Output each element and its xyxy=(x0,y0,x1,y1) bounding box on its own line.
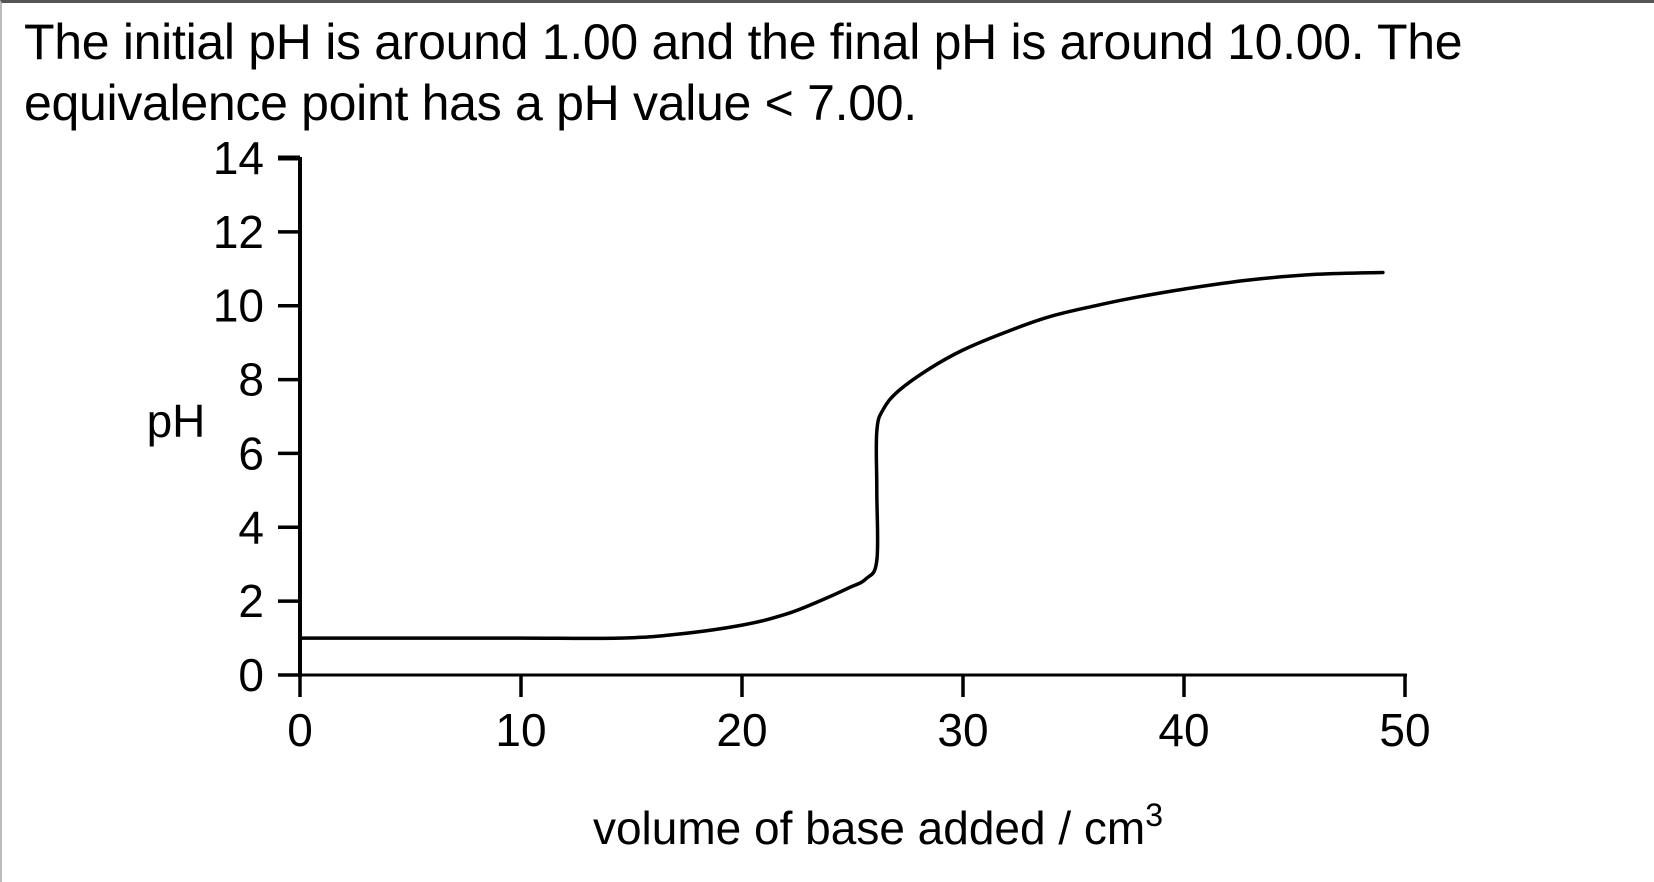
x-axis-ticks: 0 10 20 30 40 50 xyxy=(287,675,1431,756)
y-tick-label: 4 xyxy=(238,501,264,553)
y-tick-label: 10 xyxy=(213,280,264,332)
y-tick-label: 2 xyxy=(238,575,264,627)
y-tick-label: 12 xyxy=(213,206,264,258)
question-caption: The initial pH is around 1.00 and the fi… xyxy=(24,12,1644,134)
x-tick-label: 40 xyxy=(1158,704,1209,756)
y-tick-label: 6 xyxy=(238,427,264,479)
y-tick-label: 8 xyxy=(238,354,264,406)
y-axis-title: pH xyxy=(147,395,206,447)
caption-line-1: The initial pH is around 1.00 and the fi… xyxy=(24,14,1463,70)
x-tick-label: 0 xyxy=(287,704,313,756)
titration-curve xyxy=(298,270,1385,641)
x-tick-label: 50 xyxy=(1379,704,1430,756)
x-axis-title: volume of base added / cm3 xyxy=(593,797,1163,854)
y-tick-label: 0 xyxy=(238,649,264,701)
x-tick-label: 10 xyxy=(495,704,546,756)
x-tick-label: 30 xyxy=(937,704,988,756)
y-tick-label: 14 xyxy=(213,132,264,184)
x-axis: 0 10 20 30 40 50 xyxy=(287,673,1431,756)
y-axis: 0 2 4 6 8 10 12 14 xyxy=(213,132,302,701)
x-tick-label: 20 xyxy=(716,704,767,756)
caption-line-2: equivalence point has a pH value < 7.00. xyxy=(24,75,917,131)
y-axis-ticks: 0 2 4 6 8 10 12 14 xyxy=(213,132,300,701)
